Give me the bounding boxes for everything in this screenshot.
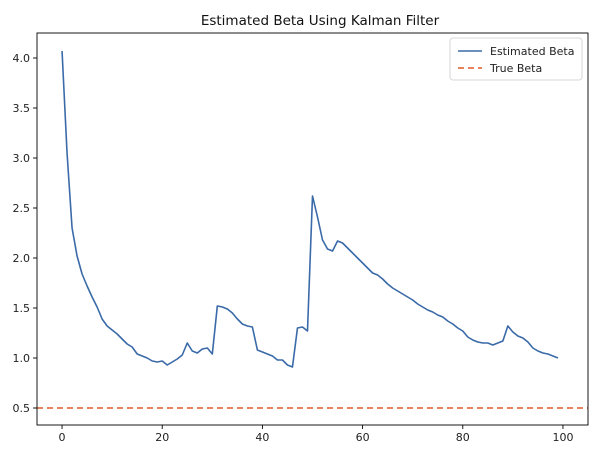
plot-area [37, 50, 588, 409]
axes: 0 20 40 60 80 100 0.5 1.0 1.5 2.0 2.5 3.0 3.5 4.0 [13, 32, 589, 444]
y-tick-label: 2.0 [13, 252, 31, 265]
series-line-estimated-beta [61, 50, 559, 368]
x-tick-label: 60 [356, 431, 370, 444]
x-tick-label: 40 [255, 431, 269, 444]
x-tick-label: 0 [59, 431, 66, 444]
y-tick-label: 3.0 [13, 152, 31, 165]
legend-box [449, 37, 583, 81]
y-tick-label: 4.0 [13, 52, 31, 65]
axes-frame [36, 32, 589, 426]
legend: Estimated Beta True Beta [449, 37, 583, 81]
y-tick-label: 0.5 [13, 402, 31, 415]
x-tick-label: 20 [155, 431, 169, 444]
chart-title: Estimated Beta Using Kalman Filter [201, 13, 440, 29]
y-tick-label: 2.5 [13, 202, 31, 215]
legend-label: True Beta [489, 62, 542, 75]
y-tick-label: 1.5 [13, 302, 31, 315]
x-tick-label: 100 [552, 431, 573, 444]
legend-label: Estimated Beta [490, 45, 574, 58]
y-tick-label: 3.5 [13, 102, 31, 115]
x-tick-label: 80 [456, 431, 470, 444]
y-tick-label: 1.0 [13, 352, 31, 365]
